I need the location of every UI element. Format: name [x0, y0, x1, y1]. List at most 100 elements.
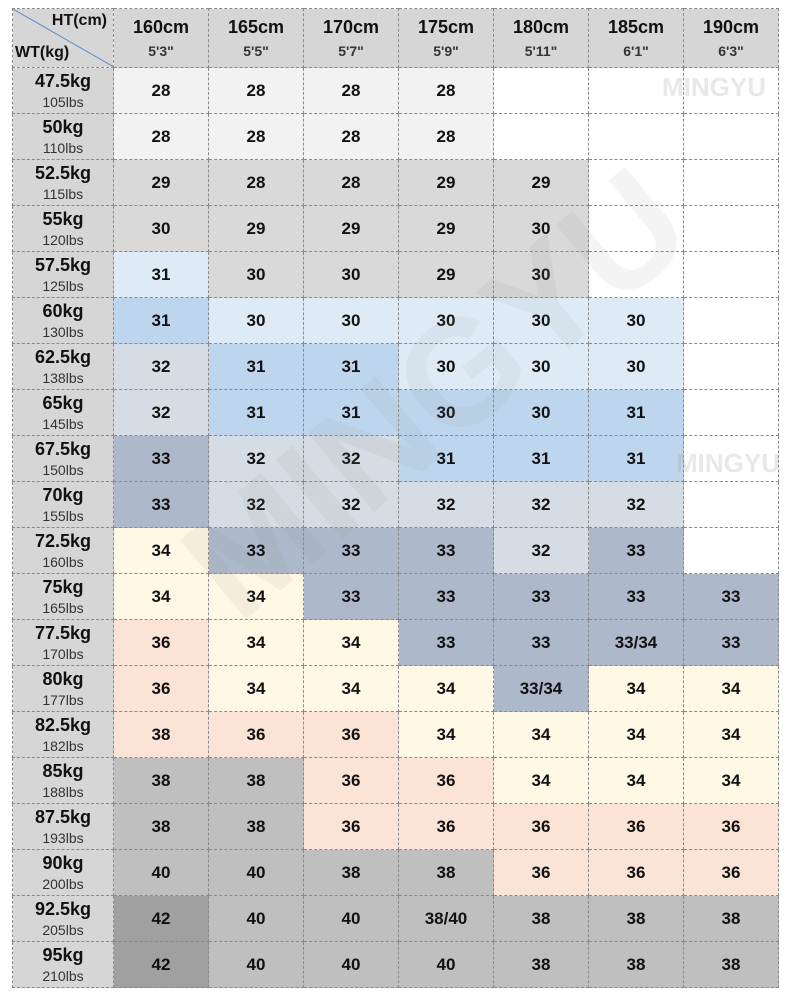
- weight-row: 95kg 210lbs 42 40 40 40 38 38 38: [12, 941, 779, 988]
- size-cell: 36: [493, 803, 589, 850]
- size-cell: [683, 435, 779, 482]
- size-cell: 30: [303, 297, 399, 344]
- size-cell: 40: [303, 895, 399, 942]
- size-cell: [683, 67, 779, 114]
- size-cell: [493, 113, 589, 160]
- weight-kg: 47.5kg: [34, 71, 92, 91]
- size-cell: 31: [588, 389, 684, 436]
- weight-kg: 62.5kg: [34, 347, 92, 367]
- weight-lbs: 105lbs: [42, 94, 84, 110]
- size-cell: 36: [303, 711, 399, 758]
- size-cell: 34: [683, 711, 779, 758]
- size-cell: 38: [683, 941, 779, 988]
- weight-row: 92.5kg 205lbs 42 40 40 38/40 38 38 38: [12, 895, 779, 942]
- weight-row: 70kg 155lbs 33 32 32 32 32 32: [12, 481, 779, 528]
- weight-header: 47.5kg 105lbs: [12, 67, 114, 114]
- weight-lbs: 170lbs: [42, 646, 84, 662]
- size-cell: 34: [303, 665, 399, 712]
- size-cell: 34: [113, 527, 209, 574]
- size-cell: 38: [303, 849, 399, 896]
- size-cell: 33: [683, 573, 779, 620]
- weight-header: 65kg 145lbs: [12, 389, 114, 436]
- weight-lbs: 188lbs: [42, 784, 84, 800]
- weight-kg: 82.5kg: [34, 715, 92, 735]
- size-cell: 29: [398, 205, 494, 252]
- weight-lbs: 155lbs: [42, 508, 84, 524]
- weight-header: 75kg 165lbs: [12, 573, 114, 620]
- weight-header: 60kg 130lbs: [12, 297, 114, 344]
- size-cell: 36: [303, 803, 399, 850]
- weight-row: 85kg 188lbs 38 38 36 36 34 34 34: [12, 757, 779, 804]
- size-cell: 31: [588, 435, 684, 482]
- size-cell: 29: [493, 159, 589, 206]
- height-cm: 175cm: [417, 17, 475, 37]
- weight-lbs: 160lbs: [42, 554, 84, 570]
- size-cell: 31: [208, 343, 304, 390]
- size-cell: 38: [683, 895, 779, 942]
- size-cell: 30: [493, 251, 589, 298]
- size-cell: 34: [683, 757, 779, 804]
- size-cell: [588, 205, 684, 252]
- size-cell: 33: [398, 619, 494, 666]
- size-cell: 30: [493, 205, 589, 252]
- size-cell: [683, 251, 779, 298]
- weight-lbs: 120lbs: [42, 232, 84, 248]
- size-cell: 36: [398, 757, 494, 804]
- weight-lbs: 110lbs: [42, 140, 84, 156]
- size-cell: 31: [208, 389, 304, 436]
- weight-header: 72.5kg 160lbs: [12, 527, 114, 574]
- size-cell: 38: [493, 895, 589, 942]
- weight-lbs: 145lbs: [42, 416, 84, 432]
- size-cell: 33: [683, 619, 779, 666]
- size-cell: 28: [113, 67, 209, 114]
- weight-row: 52.5kg 115lbs 29 28 28 29 29: [12, 159, 779, 206]
- size-cell: 33/34: [493, 665, 589, 712]
- height-header: 180cm 5'11": [493, 8, 589, 68]
- header-row: HT(cm) WT(kg) 160cm 5'3" 165cm 5'5" 170c…: [12, 8, 779, 68]
- weight-row: 57.5kg 125lbs 31 30 30 29 30: [12, 251, 779, 298]
- weight-row: 90kg 200lbs 40 40 38 38 36 36 36: [12, 849, 779, 896]
- size-cell: 38: [493, 941, 589, 988]
- size-cell: 32: [303, 435, 399, 482]
- size-cell: 34: [398, 711, 494, 758]
- corner-cell: HT(cm) WT(kg): [12, 8, 114, 68]
- size-cell: 33: [398, 573, 494, 620]
- weight-lbs: 200lbs: [42, 876, 84, 892]
- size-cell: 36: [683, 803, 779, 850]
- size-cell: 32: [303, 481, 399, 528]
- height-cm: 165cm: [227, 17, 285, 37]
- size-cell: 31: [303, 389, 399, 436]
- size-cell: 38: [113, 757, 209, 804]
- size-cell: [493, 67, 589, 114]
- weight-kg: 60kg: [42, 301, 84, 321]
- weight-kg: 55kg: [42, 209, 84, 229]
- size-cell: 29: [208, 205, 304, 252]
- size-cell: 36: [113, 619, 209, 666]
- weight-kg: 80kg: [42, 669, 84, 689]
- weight-kg: 95kg: [42, 945, 84, 965]
- weight-row: 62.5kg 138lbs 32 31 31 30 30 30: [12, 343, 779, 390]
- weight-kg: 90kg: [42, 853, 84, 873]
- size-cell: 32: [113, 343, 209, 390]
- weight-header: 90kg 200lbs: [12, 849, 114, 896]
- weight-header: 70kg 155lbs: [12, 481, 114, 528]
- size-cell: 42: [113, 941, 209, 988]
- weight-row: 47.5kg 105lbs 28 28 28 28: [12, 67, 779, 114]
- height-ft: 6'3": [718, 43, 744, 59]
- size-cell: 38: [113, 711, 209, 758]
- size-cell: 30: [208, 297, 304, 344]
- size-cell: 38: [588, 941, 684, 988]
- size-cell: 38: [113, 803, 209, 850]
- size-cell: [588, 67, 684, 114]
- weight-row: 60kg 130lbs 31 30 30 30 30 30: [12, 297, 779, 344]
- weight-lbs: 150lbs: [42, 462, 84, 478]
- weight-row: 50kg 110lbs 28 28 28 28: [12, 113, 779, 160]
- size-cell: 34: [493, 711, 589, 758]
- weight-header: 52.5kg 115lbs: [12, 159, 114, 206]
- size-cell: 40: [303, 941, 399, 988]
- size-cell: 29: [398, 251, 494, 298]
- size-cell: 30: [493, 343, 589, 390]
- height-cm: 190cm: [702, 17, 760, 37]
- size-cell: 32: [398, 481, 494, 528]
- size-cell: 30: [208, 251, 304, 298]
